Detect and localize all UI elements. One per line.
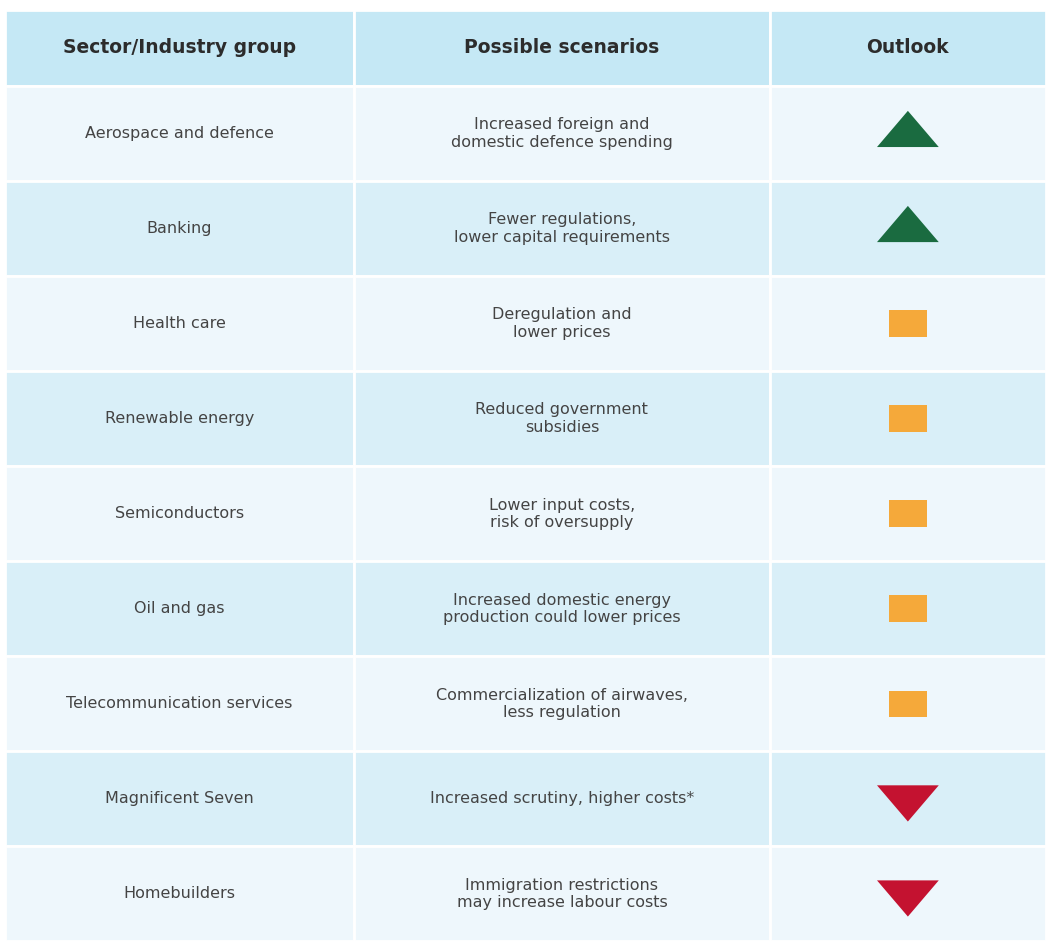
Text: Banking: Banking [147,221,212,236]
Text: Commercialization of airwaves,
less regulation: Commercialization of airwaves, less regu… [436,688,688,720]
FancyBboxPatch shape [354,561,770,656]
FancyBboxPatch shape [770,466,1046,561]
FancyBboxPatch shape [5,10,354,86]
Text: Reduced government
subsidies: Reduced government subsidies [475,402,648,435]
FancyBboxPatch shape [5,751,354,846]
Text: Increased domestic energy
production could lower prices: Increased domestic energy production cou… [444,592,681,625]
FancyBboxPatch shape [354,276,770,371]
Text: Semiconductors: Semiconductors [115,506,244,521]
FancyBboxPatch shape [889,595,927,622]
FancyBboxPatch shape [354,466,770,561]
FancyBboxPatch shape [889,310,927,337]
Text: Oil and gas: Oil and gas [135,601,225,616]
FancyBboxPatch shape [770,656,1046,751]
Text: Renewable energy: Renewable energy [105,411,254,426]
FancyBboxPatch shape [354,656,770,751]
Text: Lower input costs,
risk of oversupply: Lower input costs, risk of oversupply [489,497,635,530]
Text: Increased foreign and
domestic defence spending: Increased foreign and domestic defence s… [451,117,673,149]
Text: Possible scenarios: Possible scenarios [465,38,660,57]
Text: Fewer regulations,
lower capital requirements: Fewer regulations, lower capital require… [454,212,669,244]
FancyBboxPatch shape [770,276,1046,371]
FancyBboxPatch shape [5,181,354,276]
FancyBboxPatch shape [770,371,1046,466]
Polygon shape [877,111,939,147]
Text: Immigration restrictions
may increase labour costs: Immigration restrictions may increase la… [456,878,667,910]
Text: Sector/Industry group: Sector/Industry group [63,38,296,57]
FancyBboxPatch shape [770,846,1046,941]
Text: Magnificent Seven: Magnificent Seven [105,791,254,806]
FancyBboxPatch shape [354,371,770,466]
FancyBboxPatch shape [5,846,354,941]
FancyBboxPatch shape [354,751,770,846]
FancyBboxPatch shape [5,371,354,466]
FancyBboxPatch shape [5,86,354,181]
Text: Aerospace and defence: Aerospace and defence [85,126,274,141]
Text: Telecommunication services: Telecommunication services [66,696,293,711]
FancyBboxPatch shape [770,86,1046,181]
FancyBboxPatch shape [770,10,1046,86]
FancyBboxPatch shape [889,690,927,717]
FancyBboxPatch shape [5,656,354,751]
FancyBboxPatch shape [770,181,1046,276]
Text: Deregulation and
lower prices: Deregulation and lower prices [492,307,632,340]
FancyBboxPatch shape [354,10,770,86]
Polygon shape [877,206,939,243]
FancyBboxPatch shape [5,466,354,561]
Polygon shape [877,786,939,822]
Text: Health care: Health care [133,316,226,331]
FancyBboxPatch shape [770,751,1046,846]
FancyBboxPatch shape [354,846,770,941]
FancyBboxPatch shape [5,276,354,371]
Text: Increased scrutiny, higher costs*: Increased scrutiny, higher costs* [430,791,694,806]
Polygon shape [877,881,939,917]
FancyBboxPatch shape [889,500,927,527]
FancyBboxPatch shape [889,405,927,432]
Text: Outlook: Outlook [867,38,949,57]
FancyBboxPatch shape [5,561,354,656]
Text: Homebuilders: Homebuilders [124,886,235,902]
FancyBboxPatch shape [354,86,770,181]
FancyBboxPatch shape [354,181,770,276]
FancyBboxPatch shape [770,561,1046,656]
